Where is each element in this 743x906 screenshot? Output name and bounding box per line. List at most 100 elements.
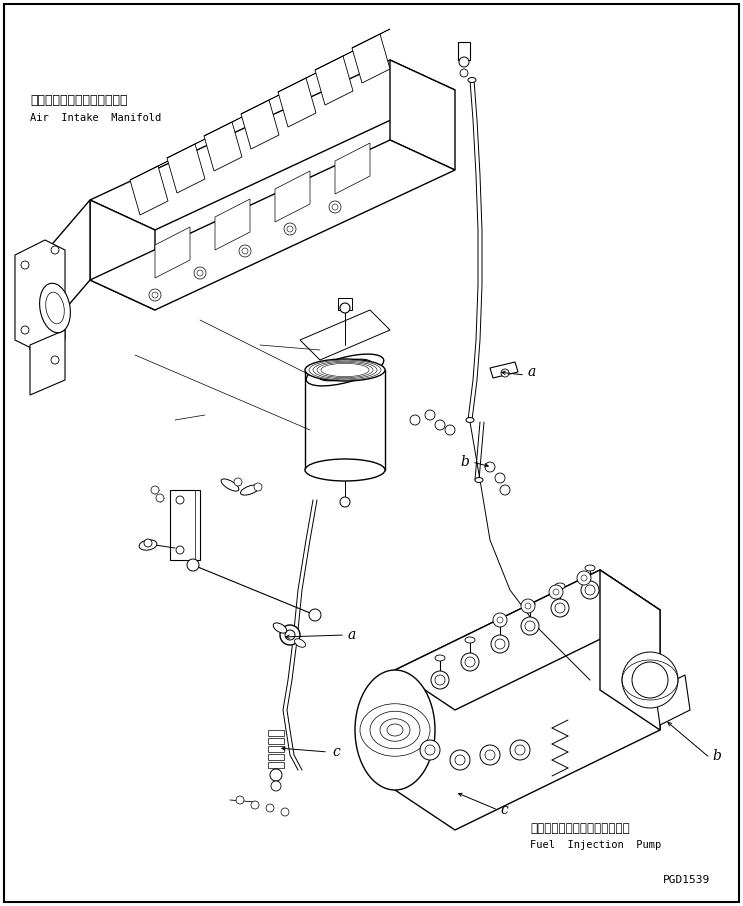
Text: a: a (528, 365, 536, 379)
Circle shape (493, 613, 507, 627)
Circle shape (555, 603, 565, 613)
Circle shape (144, 539, 152, 547)
Circle shape (485, 462, 495, 472)
Ellipse shape (39, 284, 71, 333)
Polygon shape (315, 51, 353, 70)
Bar (458, 42, 470, 60)
Circle shape (577, 571, 591, 585)
Circle shape (410, 415, 420, 425)
Polygon shape (30, 200, 90, 350)
Circle shape (340, 497, 350, 507)
Polygon shape (241, 100, 279, 149)
Polygon shape (30, 330, 65, 395)
Polygon shape (130, 166, 168, 215)
Circle shape (521, 599, 535, 613)
Polygon shape (395, 570, 660, 830)
Circle shape (236, 796, 244, 804)
Circle shape (187, 559, 199, 571)
Circle shape (461, 653, 479, 671)
Circle shape (234, 478, 242, 486)
Polygon shape (305, 370, 385, 470)
Polygon shape (167, 144, 205, 193)
Polygon shape (90, 200, 155, 310)
Circle shape (501, 369, 509, 377)
Circle shape (176, 496, 184, 504)
Polygon shape (490, 362, 518, 378)
Circle shape (450, 750, 470, 770)
Ellipse shape (221, 479, 239, 491)
Circle shape (151, 486, 159, 494)
Circle shape (251, 801, 259, 809)
Text: a: a (348, 628, 356, 642)
Ellipse shape (331, 364, 360, 376)
Ellipse shape (475, 477, 483, 483)
Circle shape (455, 755, 465, 765)
Bar (268, 738, 284, 744)
Circle shape (149, 289, 161, 301)
Text: Fuel  Injection  Pump: Fuel Injection Pump (530, 840, 661, 850)
Ellipse shape (370, 711, 420, 748)
Text: b: b (460, 455, 469, 469)
Ellipse shape (355, 670, 435, 790)
Polygon shape (395, 570, 660, 710)
Ellipse shape (387, 724, 403, 736)
Circle shape (495, 639, 505, 649)
Ellipse shape (435, 655, 445, 661)
Circle shape (435, 420, 445, 430)
Circle shape (515, 745, 525, 755)
Circle shape (197, 270, 203, 276)
Circle shape (21, 326, 29, 334)
Circle shape (21, 261, 29, 269)
Ellipse shape (294, 639, 305, 647)
Circle shape (525, 621, 535, 631)
Ellipse shape (305, 359, 385, 381)
Polygon shape (170, 490, 200, 560)
Circle shape (521, 617, 539, 635)
Circle shape (242, 248, 248, 254)
Ellipse shape (305, 459, 385, 481)
Text: c: c (500, 803, 507, 817)
Ellipse shape (525, 601, 535, 607)
Circle shape (445, 425, 455, 435)
Polygon shape (167, 139, 205, 158)
Circle shape (549, 585, 563, 599)
Bar (268, 762, 284, 768)
Circle shape (254, 483, 262, 491)
Polygon shape (130, 161, 168, 180)
Circle shape (332, 204, 338, 210)
Bar (268, 746, 284, 752)
Ellipse shape (555, 583, 565, 589)
Polygon shape (275, 171, 310, 222)
Polygon shape (655, 675, 690, 725)
Circle shape (239, 245, 251, 257)
Circle shape (581, 575, 587, 581)
Circle shape (485, 750, 495, 760)
Polygon shape (90, 60, 455, 230)
Circle shape (340, 303, 350, 313)
Circle shape (51, 246, 59, 254)
Circle shape (270, 769, 282, 781)
Circle shape (465, 657, 475, 667)
Ellipse shape (466, 418, 474, 422)
Circle shape (435, 675, 445, 685)
Circle shape (285, 630, 295, 640)
Circle shape (194, 267, 206, 279)
Polygon shape (352, 34, 390, 83)
Circle shape (553, 589, 559, 595)
Circle shape (497, 617, 503, 623)
Bar (268, 754, 284, 760)
Circle shape (176, 546, 184, 554)
Circle shape (284, 223, 296, 235)
Ellipse shape (495, 619, 505, 625)
Ellipse shape (139, 540, 157, 550)
Circle shape (581, 581, 599, 599)
Circle shape (271, 781, 281, 791)
Circle shape (491, 635, 509, 653)
Circle shape (622, 652, 678, 708)
Text: b: b (712, 749, 721, 763)
Polygon shape (155, 227, 190, 278)
Circle shape (266, 804, 274, 812)
Ellipse shape (241, 485, 259, 495)
Polygon shape (600, 570, 660, 730)
Circle shape (525, 603, 531, 609)
